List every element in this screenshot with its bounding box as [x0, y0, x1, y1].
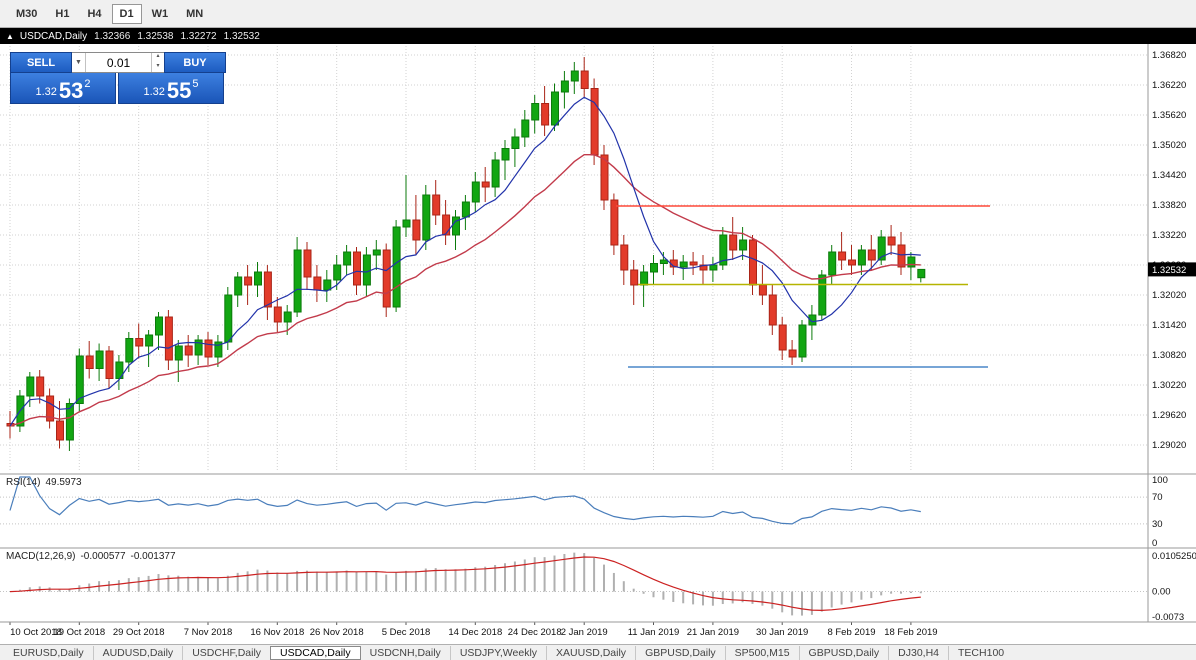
- volume-down-icon[interactable]: ▾: [156, 62, 160, 69]
- chart-tab-usdjpy[interactable]: USDJPY,Weekly: [449, 645, 546, 660]
- ask-prefix: 1.32: [143, 86, 165, 98]
- chart-symbol-title: USDCAD,Daily: [19, 30, 88, 42]
- volume-stepper: ▴ ▾: [151, 53, 164, 72]
- svg-text:70: 70: [1152, 492, 1163, 503]
- timeframe-button-w1[interactable]: W1: [151, 7, 169, 20]
- svg-text:11 Jan 2019: 11 Jan 2019: [628, 627, 680, 638]
- macd-signal-line: [9, 556, 921, 612]
- svg-text:14 Dec 2018: 14 Dec 2018: [448, 627, 502, 638]
- svg-text:5 Dec 2018: 5 Dec 2018: [382, 627, 431, 638]
- sell-button[interactable]: SELL: [10, 52, 72, 73]
- svg-text:1.32020: 1.32020: [1152, 290, 1186, 301]
- svg-text:0.0105250: 0.0105250: [1152, 551, 1196, 562]
- timeframe-toolbar: M30 H1 H4 D1 W1 MN: [0, 0, 1196, 28]
- buy-button[interactable]: BUY: [164, 52, 226, 73]
- timeframe-button-h4[interactable]: H4: [87, 7, 102, 20]
- timeframe-button-m30[interactable]: M30: [16, 7, 38, 20]
- svg-text:1.36220: 1.36220: [1152, 80, 1186, 91]
- bid-prefix: 1.32: [35, 86, 57, 98]
- svg-text:1.30220: 1.30220: [1152, 380, 1186, 391]
- svg-text:10 Oct 2018: 10 Oct 2018: [10, 627, 62, 638]
- chart-tab-xauusd[interactable]: XAUUSD,Daily: [546, 645, 635, 660]
- price-grid: 1.36820 1.36220 1.35620 1.35020 1.34420 1.338…: [0, 50, 1186, 451]
- svg-text:1.33820: 1.33820: [1152, 200, 1186, 211]
- ask-pip-digit: 5: [192, 78, 199, 90]
- svg-text:1.34420: 1.34420: [1152, 170, 1186, 181]
- svg-text:1.30820: 1.30820: [1152, 350, 1186, 361]
- svg-text:1.35020: 1.35020: [1152, 140, 1186, 151]
- svg-text:0: 0: [1152, 538, 1157, 549]
- svg-text:30: 30: [1152, 519, 1163, 530]
- timeframe-button-h1[interactable]: H1: [55, 7, 70, 20]
- svg-text:29 Oct 2018: 29 Oct 2018: [113, 627, 165, 638]
- chart-tab-usdcnh[interactable]: USDCNH,Daily: [369, 646, 441, 659]
- volume-input[interactable]: 0.01: [106, 55, 131, 70]
- price-chart-canvas[interactable]: 1.36820 1.36220 1.35620 1.35020 1.34420 1.338…: [0, 44, 1196, 644]
- chart-tab-tech100[interactable]: TECH100: [948, 645, 1013, 660]
- timeframe-button-mn[interactable]: MN: [186, 7, 204, 20]
- rsi-line: [9, 476, 921, 525]
- chart-tab-bar: EURUSD,Daily AUDUSD,Daily USDCHF,Daily USDC…: [0, 644, 1196, 660]
- chart-tab-gbpusd[interactable]: GBPUSD,Daily: [798, 645, 889, 660]
- svg-text:18 Feb 2019: 18 Feb 2019: [884, 627, 937, 638]
- up-triangle-icon: ▲: [6, 31, 14, 41]
- ohlc-close: 1.32532: [223, 30, 260, 42]
- bid-pip-digit: 2: [84, 78, 91, 90]
- ask-price-box[interactable]: 1.32 55 5: [118, 73, 224, 104]
- svg-text:21 Jan 2019: 21 Jan 2019: [687, 627, 739, 638]
- slow-ma-line: [9, 154, 921, 427]
- chart-tab-gbpusd[interactable]: GBPUSD,Daily: [635, 645, 725, 660]
- bid-price-box[interactable]: 1.32 53 2: [10, 73, 116, 104]
- one-click-trading-panel: SELL ▼ 0.01 ▴ ▾ BUY 1.32 53 2 1.32 55 5: [10, 52, 226, 104]
- candles-layer: [6, 57, 926, 451]
- bid-main-digits: 53: [58, 78, 84, 103]
- svg-text:1.35620: 1.35620: [1152, 110, 1186, 121]
- chart-tab-usdcad[interactable]: USDCAD,Daily: [270, 645, 361, 660]
- svg-text:1.29020: 1.29020: [1152, 440, 1186, 451]
- ohlc-low: 1.32272: [180, 30, 217, 42]
- chart-tab-audusd[interactable]: AUDUSD,Daily: [92, 645, 183, 660]
- volume-dropdown-icon[interactable]: ▼: [72, 53, 86, 72]
- svg-text:100: 100: [1152, 475, 1168, 486]
- chart-tab-eurusd[interactable]: EURUSD,Daily: [13, 646, 84, 659]
- svg-text:30 Jan 2019: 30 Jan 2019: [756, 627, 808, 638]
- current-price-badge: [1148, 262, 1196, 277]
- ask-main-digits: 55: [166, 78, 192, 103]
- svg-text:19 Oct 2018: 19 Oct 2018: [53, 627, 105, 638]
- svg-text:-0.0073: -0.0073: [1152, 612, 1184, 623]
- volume-up-icon[interactable]: ▴: [156, 53, 160, 59]
- current-price-value: 1.32532: [1152, 265, 1186, 276]
- fast-ma-line: [9, 96, 921, 427]
- chart-tab-sp500[interactable]: SP500,M15: [724, 645, 799, 660]
- svg-text:2 Jan 2019: 2 Jan 2019: [561, 627, 608, 638]
- svg-text:7 Nov 2018: 7 Nov 2018: [184, 627, 233, 638]
- svg-text:24 Dec 2018: 24 Dec 2018: [508, 627, 562, 638]
- svg-text:1.29620: 1.29620: [1152, 410, 1186, 421]
- svg-text:26 Nov 2018: 26 Nov 2018: [310, 627, 364, 638]
- timeframe-button-d1[interactable]: D1: [111, 3, 142, 24]
- svg-text:0.00: 0.00: [1152, 587, 1171, 598]
- svg-text:1.33220: 1.33220: [1152, 230, 1186, 241]
- chart-title-bar: ▲ USDCAD,Daily 1.32366 1.32538 1.32272 1…: [0, 28, 1196, 44]
- svg-text:1.31420: 1.31420: [1152, 320, 1186, 331]
- svg-text:16 Nov 2018: 16 Nov 2018: [250, 627, 304, 638]
- svg-text:1.36820: 1.36820: [1152, 50, 1186, 61]
- chart-tab-usdchf[interactable]: USDCHF,Daily: [182, 645, 270, 660]
- ohlc-open: 1.32366: [94, 30, 131, 42]
- volume-field: ▼ 0.01 ▴ ▾: [72, 52, 164, 73]
- chart-tab-dj30[interactable]: DJ30,H4: [888, 645, 948, 660]
- ohlc-high: 1.32538: [137, 30, 174, 42]
- svg-text:8 Feb 2019: 8 Feb 2019: [827, 627, 875, 638]
